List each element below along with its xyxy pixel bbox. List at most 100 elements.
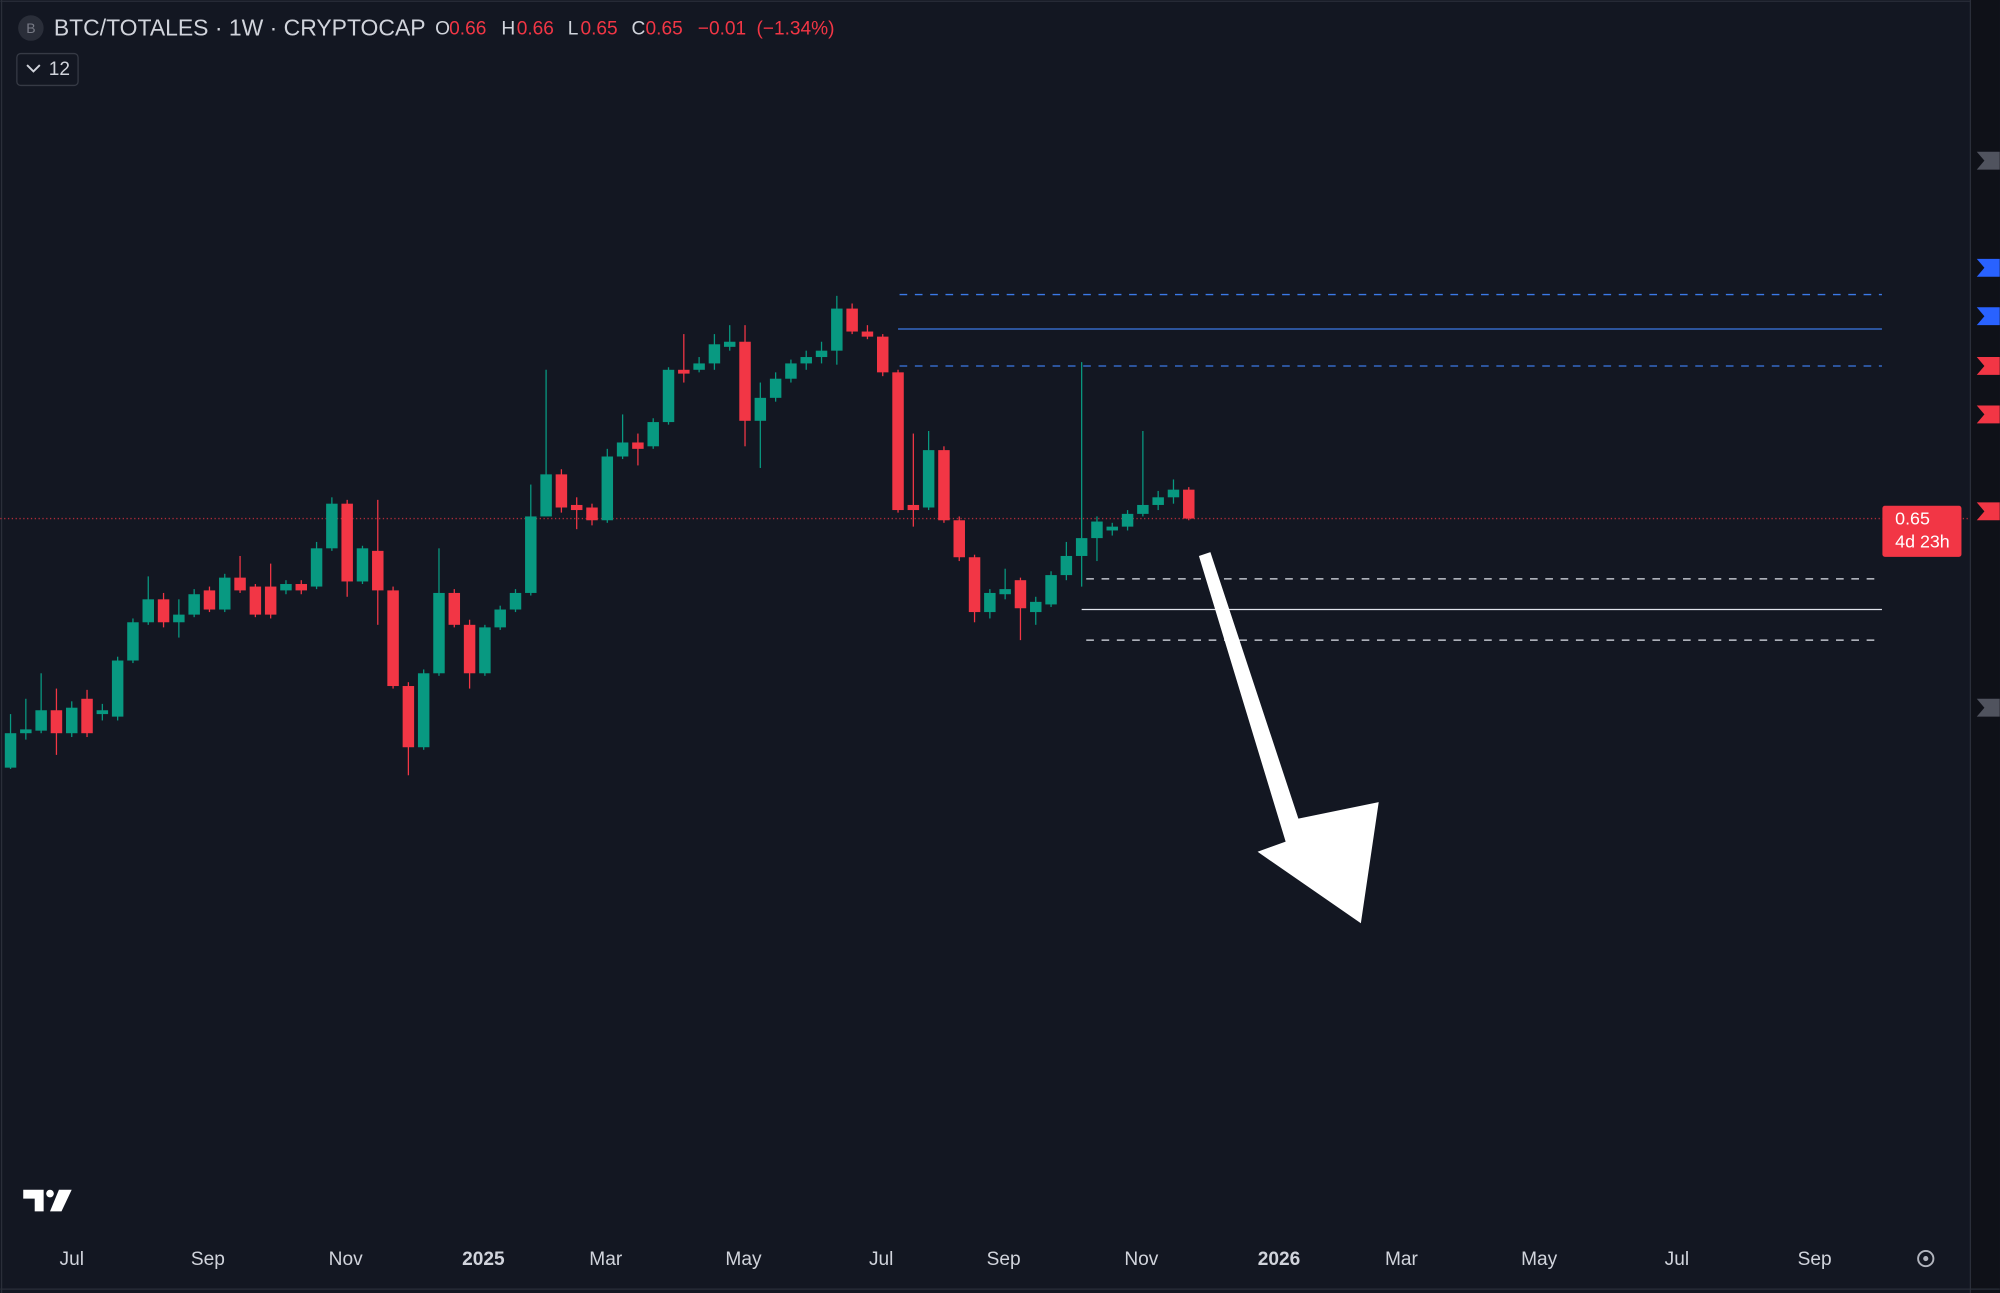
candle-body — [127, 622, 139, 661]
candle-body — [601, 456, 614, 521]
flag — [1976, 502, 2000, 521]
x-tick-label: Sep — [1798, 1249, 1832, 1270]
countdown: 4d 23h — [1895, 532, 1950, 552]
candle-body — [708, 344, 721, 364]
candle-body — [831, 308, 843, 351]
candle-body — [1075, 538, 1088, 556]
candle-body — [219, 577, 231, 610]
candle-body — [892, 372, 904, 511]
candle-body — [1121, 513, 1134, 527]
candle-body — [142, 599, 154, 623]
candle-body — [999, 589, 1011, 595]
candle-body — [372, 550, 384, 591]
flag — [1976, 258, 2000, 277]
legend-key: H — [501, 18, 515, 39]
x-tick-label: May — [725, 1249, 762, 1270]
change: −0.01 — [698, 18, 746, 39]
candle-body — [647, 422, 659, 447]
candle-body — [494, 609, 506, 628]
candle-body — [1152, 497, 1164, 505]
x-tick-label: 2026 — [1258, 1249, 1301, 1270]
x-tick-label: Nov — [1124, 1249, 1158, 1270]
change-percent: (−1.34%) — [756, 18, 834, 39]
candle-body — [433, 592, 445, 674]
candle-body — [50, 710, 63, 734]
candle-body — [723, 341, 736, 347]
price-label-box — [1882, 505, 1962, 557]
candle-body — [922, 450, 935, 508]
flag — [1976, 151, 2000, 170]
legend-value: 0.66 — [517, 18, 554, 39]
candle-body — [800, 357, 812, 364]
settings-icon[interactable] — [1917, 1249, 1935, 1268]
x-tick-label: Nov — [329, 1249, 363, 1270]
candle-body — [1106, 526, 1119, 531]
candle-body — [310, 548, 323, 587]
candle-body — [387, 590, 399, 687]
right-strip — [1970, 0, 2000, 1293]
candle-body — [586, 507, 598, 521]
candle-body — [1045, 575, 1057, 605]
candle-body — [570, 504, 583, 511]
candle-body — [66, 707, 78, 734]
flag — [1976, 357, 2000, 375]
logo-part — [46, 1189, 54, 1198]
candle-body — [249, 586, 262, 615]
candle-body — [448, 592, 461, 625]
candle-body — [876, 336, 889, 373]
candle-body — [785, 363, 797, 379]
candle-body — [754, 397, 767, 421]
candle-body — [264, 586, 277, 615]
logo-part — [23, 1189, 44, 1212]
indicators-toggle[interactable] — [16, 52, 79, 87]
price-label: 0.65 — [1895, 509, 1930, 529]
candle-body — [861, 331, 874, 337]
candle-body — [111, 660, 124, 717]
x-tick-label: 2025 — [462, 1249, 505, 1270]
candle-body — [157, 599, 170, 623]
candle-body — [402, 686, 415, 748]
candle-body — [815, 350, 828, 358]
x-tick-label: May — [1521, 1249, 1558, 1270]
legend-key: L — [568, 18, 579, 39]
legend-value: 0.66 — [449, 18, 486, 39]
candle-body — [616, 442, 629, 457]
candle-body — [984, 592, 996, 613]
candle-body — [1030, 601, 1042, 613]
indicators-count: 12 — [49, 59, 70, 80]
candle-body — [555, 474, 568, 508]
candle-body — [1014, 580, 1027, 609]
candle-body — [509, 592, 522, 610]
candle-body — [525, 516, 537, 593]
candle-body — [739, 341, 751, 421]
candle-body — [938, 450, 950, 521]
x-tick-label: Jul — [869, 1249, 893, 1270]
candle-body — [280, 584, 292, 591]
settings-icon-dot — [1923, 1256, 1929, 1262]
candle-body — [35, 710, 47, 731]
candle-body — [632, 442, 644, 449]
logo-part — [50, 1189, 72, 1212]
candle-body — [81, 698, 93, 734]
candle-body — [4, 733, 17, 768]
candle-body — [846, 308, 858, 332]
candle-body — [693, 363, 705, 370]
candle-body — [953, 520, 965, 558]
legend-key: C — [631, 18, 645, 39]
logo — [23, 1189, 72, 1212]
chart-title[interactable]: BTC/TOTALES · 1W · CRYPTOCAP — [54, 14, 426, 40]
candle-body — [1137, 504, 1149, 514]
flag — [1976, 307, 2000, 326]
plot: Jul Sep Nov 2025 Mar May Jul Sep Nov 2026 Mar May Ju… — [0, 293, 1971, 1270]
candle-body — [295, 584, 308, 591]
candle-body — [463, 624, 476, 674]
legend-value: 0.65 — [580, 18, 617, 39]
flag — [1976, 405, 2000, 424]
candle-body — [1183, 489, 1195, 519]
arrow — [1198, 552, 1379, 924]
x-tick-label: Sep — [987, 1249, 1021, 1270]
candle-body — [417, 673, 430, 748]
